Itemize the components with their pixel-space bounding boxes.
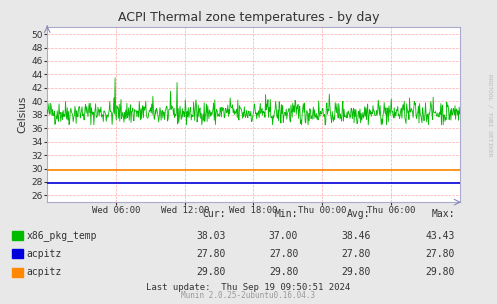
Text: 27.80: 27.80 (197, 249, 226, 259)
Text: acpitz: acpitz (27, 267, 62, 277)
Text: 37.00: 37.00 (269, 231, 298, 240)
Text: 29.80: 29.80 (425, 267, 455, 277)
Text: Min:: Min: (275, 209, 298, 219)
Text: 27.80: 27.80 (425, 249, 455, 259)
Text: Max:: Max: (431, 209, 455, 219)
Text: 29.80: 29.80 (269, 267, 298, 277)
Text: Last update:  Thu Sep 19 09:50:51 2024: Last update: Thu Sep 19 09:50:51 2024 (147, 283, 350, 292)
Text: 43.43: 43.43 (425, 231, 455, 240)
Text: Munin 2.0.25-2ubuntu0.16.04.3: Munin 2.0.25-2ubuntu0.16.04.3 (181, 291, 316, 300)
Text: Avg:: Avg: (347, 209, 370, 219)
Text: ACPI Thermal zone temperatures - by day: ACPI Thermal zone temperatures - by day (118, 11, 379, 24)
Text: 27.80: 27.80 (269, 249, 298, 259)
Y-axis label: Celsius: Celsius (17, 96, 27, 133)
Text: 29.80: 29.80 (197, 267, 226, 277)
Text: Cur:: Cur: (203, 209, 226, 219)
Text: acpitz: acpitz (27, 249, 62, 259)
Text: 29.80: 29.80 (341, 267, 370, 277)
Text: RRDTOOL / TOBI OETIKER: RRDTOOL / TOBI OETIKER (487, 74, 492, 157)
Text: 38.03: 38.03 (197, 231, 226, 240)
Text: 38.46: 38.46 (341, 231, 370, 240)
Text: x86_pkg_temp: x86_pkg_temp (27, 230, 97, 241)
Text: 27.80: 27.80 (341, 249, 370, 259)
